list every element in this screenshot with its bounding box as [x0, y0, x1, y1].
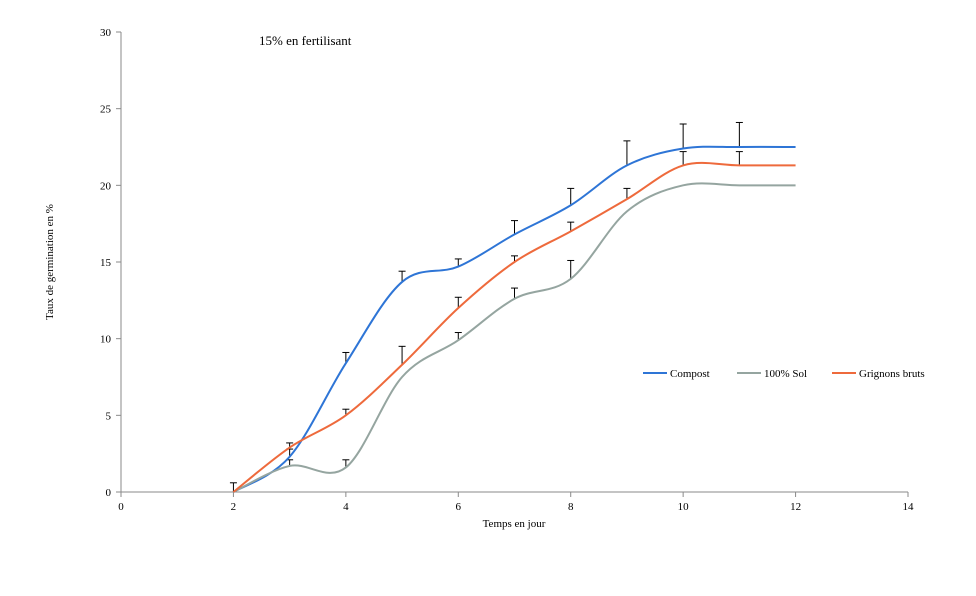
legend: Compost 100% Sol Grignons bruts	[643, 368, 925, 380]
legend-item-grignons: Grignons bruts	[832, 368, 925, 380]
y-tick-label: 20	[100, 180, 112, 192]
ticks: 0 2 4 6 8 10 12 14 0 5 10 15 20 25 30	[100, 27, 914, 513]
x-tick-label: 10	[678, 501, 690, 513]
legend-item-compost: Compost	[643, 368, 710, 380]
x-axis-title: Temps en jour	[483, 518, 546, 530]
x-tick-label: 4	[343, 501, 349, 513]
y-tick-label: 30	[100, 27, 112, 39]
series-line-compost	[232, 145, 796, 493]
y-tick-label: 10	[100, 334, 112, 346]
x-tick-label: 14	[903, 501, 915, 513]
y-tick-label: 5	[106, 410, 112, 422]
y-tick-label: 15	[100, 257, 112, 269]
series-line-grignons-bruts	[232, 161, 796, 493]
legend-item-sol: 100% Sol	[737, 368, 807, 380]
series-line-100-sol	[233, 182, 796, 493]
x-tick-label: 8	[568, 501, 574, 513]
series-lines	[232, 145, 796, 493]
legend-label-compost: Compost	[670, 368, 710, 380]
chart-annotation: 15% en fertilisant	[259, 33, 352, 48]
x-tick-label: 0	[118, 501, 124, 513]
legend-label-grignons: Grignons bruts	[859, 368, 925, 380]
y-tick-label: 25	[100, 104, 112, 116]
x-tick-label: 6	[456, 501, 462, 513]
y-tick-label: 0	[106, 487, 112, 499]
x-tick-label: 12	[790, 501, 801, 513]
legend-label-sol: 100% Sol	[764, 368, 807, 380]
y-axis-title: Taux de germination en %	[44, 204, 56, 320]
x-tick-label: 2	[231, 501, 237, 513]
error-bars	[229, 121, 743, 492]
